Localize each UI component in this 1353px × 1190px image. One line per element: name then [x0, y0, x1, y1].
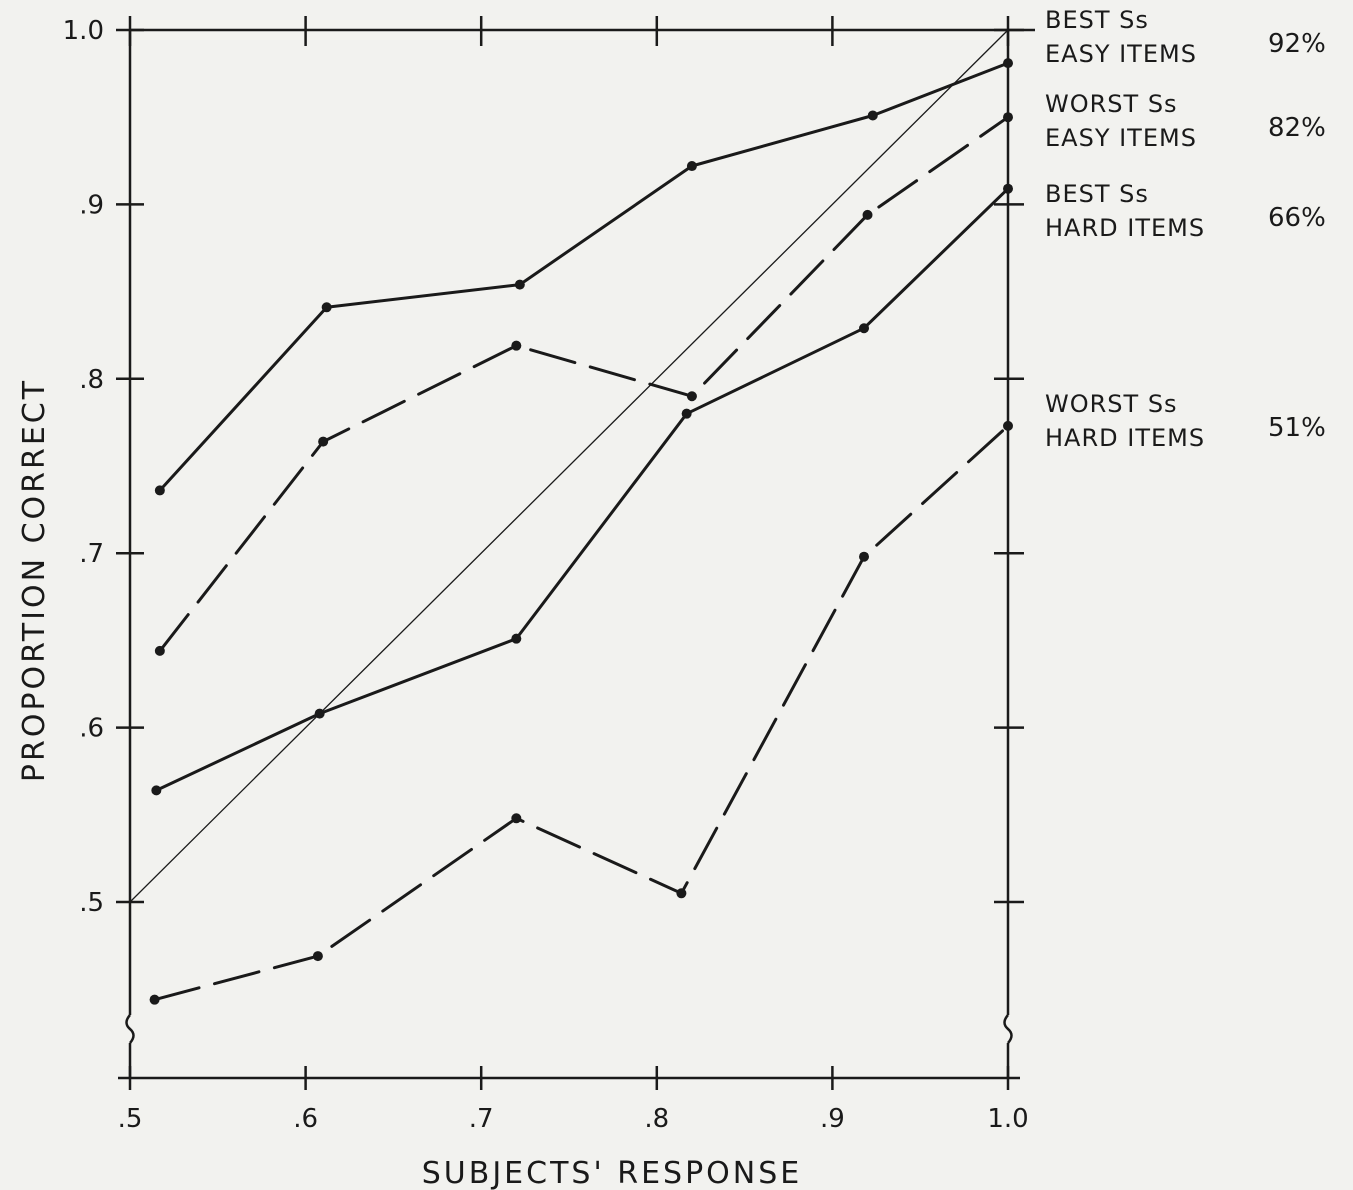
reference-diagonal: [129, 29, 1009, 903]
legend-line1: WORST Ss: [1045, 90, 1178, 118]
legend-line2: EASY ITEMS: [1045, 40, 1197, 68]
data-point: [312, 951, 323, 962]
legend-line2: HARD ITEMS: [1045, 214, 1205, 242]
data-point: [676, 888, 687, 899]
diagonal-line: [129, 29, 1009, 903]
legend-entry-3: BEST Ss HARD ITEMS 66%: [1045, 180, 1326, 242]
legend-line1: BEST Ss: [1045, 6, 1149, 34]
data-point: [1003, 58, 1013, 69]
data-point: [318, 436, 329, 447]
x-tick-label: .7: [469, 1104, 494, 1134]
series-4: [149, 420, 1013, 1005]
y-tick-label: .8: [79, 365, 104, 395]
data-point: [511, 340, 522, 351]
data-point: [862, 209, 873, 220]
data-point: [154, 645, 165, 656]
data-point: [1003, 183, 1013, 194]
y-axis-break-right: [1003, 1014, 1013, 1044]
x-tick-label: .6: [293, 1104, 318, 1134]
data-point: [149, 994, 160, 1005]
data-point: [686, 391, 697, 402]
data-point: [681, 408, 692, 419]
series-layer: [149, 58, 1013, 1005]
plot-frame: [118, 28, 1035, 1080]
data-point: [154, 485, 165, 496]
x-tick-label: .8: [644, 1104, 669, 1134]
legend-line1: BEST Ss: [1045, 180, 1149, 208]
series-1: [154, 58, 1013, 496]
series-line: [158, 115, 1010, 653]
data-point: [859, 551, 870, 562]
y-tick-label: .5: [79, 888, 104, 918]
legend-percent: 51%: [1268, 413, 1326, 443]
data-point: [867, 110, 878, 121]
x-tick-label: .9: [820, 1104, 845, 1134]
data-point: [514, 279, 525, 290]
data-point: [151, 785, 162, 796]
y-tick-label: .9: [79, 190, 104, 220]
legend-entry-2: WORST Ss EASY ITEMS 82%: [1045, 90, 1326, 152]
y-axis-title: PROPORTION CORRECT: [17, 378, 52, 782]
y-tick-label: 1.0: [63, 16, 104, 46]
legend-percent: 92%: [1268, 29, 1326, 59]
data-point: [1003, 420, 1013, 431]
legend-entry-1: BEST Ss EASY ITEMS 92%: [1045, 6, 1326, 68]
data-point: [321, 302, 332, 313]
legend-entry-4: WORST Ss HARD ITEMS 51%: [1045, 390, 1326, 452]
legend-line2: EASY ITEMS: [1045, 124, 1197, 152]
legend-line1: WORST Ss: [1045, 390, 1178, 418]
series-line: [154, 187, 1010, 792]
y-tick-label: .6: [79, 714, 104, 744]
axis-ticks: .5 .6 .7 .8 .9 1.0 .5 .6 .7 .8 .9 1.0: [63, 16, 1029, 1134]
legend-percent: 66%: [1268, 203, 1326, 233]
x-tick-label: 1.0: [987, 1104, 1028, 1134]
data-point: [314, 708, 325, 719]
y-tick-label: .7: [79, 539, 104, 569]
legend-line2: HARD ITEMS: [1045, 424, 1205, 452]
x-axis-title: SUBJECTS' RESPONSE: [422, 1156, 802, 1190]
series-3: [151, 183, 1013, 796]
data-point: [859, 323, 870, 334]
data-point: [511, 813, 522, 824]
y-axis-break-left: [125, 1014, 135, 1044]
data-point: [511, 633, 522, 644]
series-2: [154, 112, 1013, 656]
series-line: [153, 424, 1010, 1002]
data-point: [1003, 112, 1013, 123]
data-point: [686, 161, 697, 172]
series-line: [158, 61, 1010, 492]
legend-percent: 82%: [1268, 113, 1326, 143]
legend: BEST Ss EASY ITEMS 92% WORST Ss EASY ITEMS 82…: [1045, 6, 1326, 452]
x-tick-label: .5: [118, 1104, 143, 1134]
